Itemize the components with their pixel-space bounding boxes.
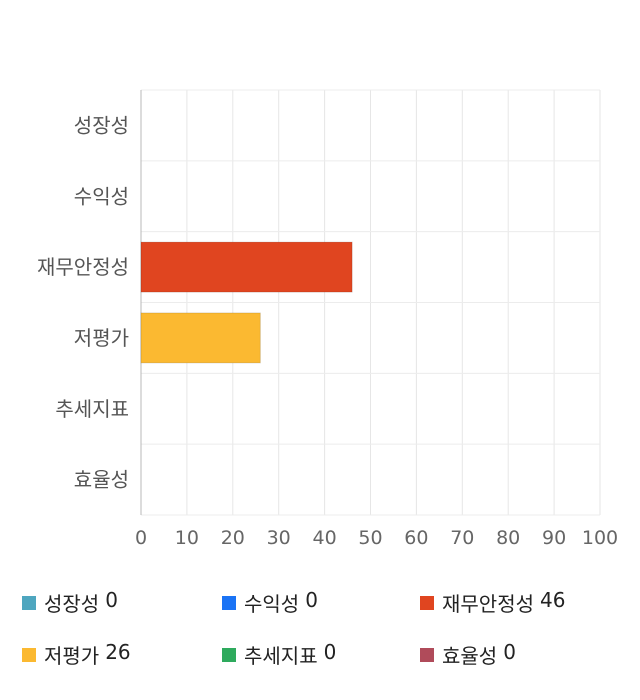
category-label: 추세지표 bbox=[55, 397, 129, 421]
legend-label: 성장성 0 bbox=[44, 588, 118, 617]
legend-category: 저평가 bbox=[44, 644, 100, 668]
legend-value: 0 bbox=[305, 588, 318, 612]
legend-value: 0 bbox=[503, 640, 516, 664]
legend-item[interactable]: 저평가 26 bbox=[22, 640, 131, 669]
legend-category: 추세지표 bbox=[244, 644, 318, 668]
legend-value: 26 bbox=[105, 640, 131, 664]
legend-swatch bbox=[22, 647, 36, 662]
category-label: 성장성 bbox=[74, 113, 129, 137]
legend-value: 0 bbox=[323, 640, 337, 664]
bar-3 bbox=[140, 312, 261, 364]
x-tick-label: 20 bbox=[221, 527, 245, 549]
category-label: 효율성 bbox=[74, 468, 129, 492]
legend-category: 수익성 bbox=[244, 592, 300, 616]
bar-2 bbox=[140, 241, 353, 293]
x-tick-label: 10 bbox=[175, 527, 199, 549]
legend-swatch bbox=[420, 647, 434, 662]
legend-swatch bbox=[222, 595, 236, 610]
legend-category: 효율성 bbox=[442, 644, 498, 668]
legend: 성장성 0 수익성 0 재무안정성 46 저평가 26 추세지표 0 효율성 0 bbox=[0, 578, 640, 688]
legend-value: 46 bbox=[540, 588, 566, 612]
x-tick-label: 50 bbox=[358, 527, 382, 549]
legend-value: 0 bbox=[105, 588, 118, 612]
legend-swatch bbox=[420, 595, 434, 610]
legend-item[interactable]: 재무안정성 46 bbox=[420, 588, 565, 617]
legend-swatch bbox=[222, 647, 236, 662]
x-tick-label: 70 bbox=[450, 527, 474, 549]
legend-label: 수익성 0 bbox=[244, 588, 318, 617]
x-tick-label: 0 bbox=[135, 527, 147, 549]
legend-label: 효율성 0 bbox=[442, 640, 516, 669]
x-tick-label: 80 bbox=[496, 527, 520, 549]
legend-item[interactable]: 추세지표 0 bbox=[222, 640, 336, 669]
legend-label: 재무안정성 46 bbox=[442, 588, 565, 617]
x-tick-label: 60 bbox=[404, 527, 428, 549]
legend-category: 재무안정성 bbox=[442, 592, 534, 616]
legend-label: 추세지표 0 bbox=[244, 640, 336, 669]
x-tick-label: 30 bbox=[267, 527, 291, 549]
category-label: 재무안정성 bbox=[37, 255, 129, 279]
category-label: 저평가 bbox=[74, 326, 129, 350]
legend-swatch bbox=[22, 595, 36, 610]
legend-item[interactable]: 수익성 0 bbox=[222, 588, 318, 617]
x-tick-label: 100 bbox=[582, 527, 618, 549]
legend-item[interactable]: 효율성 0 bbox=[420, 640, 516, 669]
legend-category: 성장성 bbox=[44, 592, 100, 616]
legend-item[interactable]: 성장성 0 bbox=[22, 588, 118, 617]
category-label: 수익성 bbox=[74, 184, 129, 208]
x-tick-label: 40 bbox=[313, 527, 337, 549]
x-tick-label: 90 bbox=[542, 527, 566, 549]
legend-label: 저평가 26 bbox=[44, 640, 131, 669]
